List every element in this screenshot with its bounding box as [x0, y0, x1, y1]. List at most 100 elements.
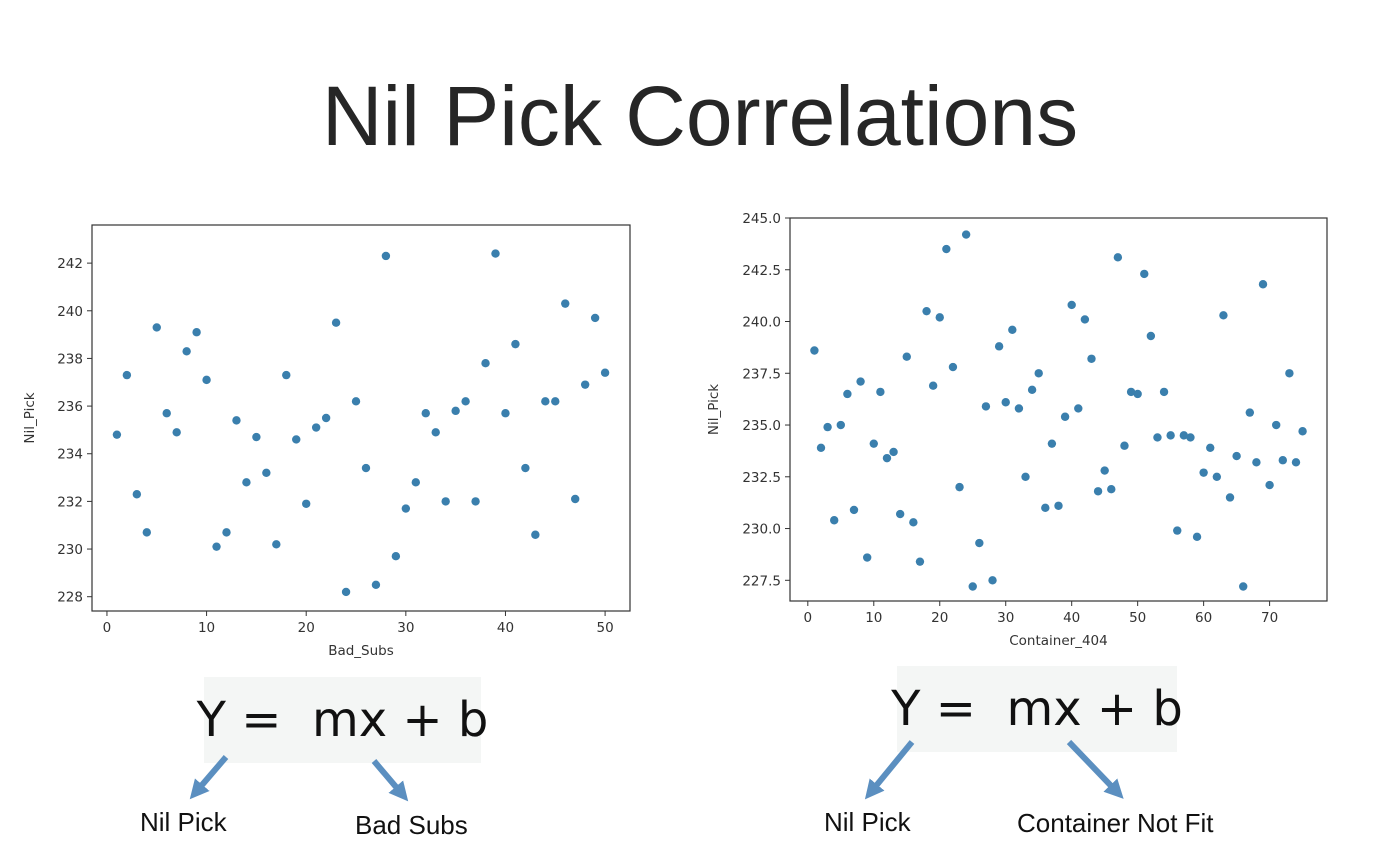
data-point: [843, 389, 852, 399]
data-point: [1093, 487, 1103, 496]
data-point: [1074, 404, 1083, 413]
data-point: [511, 339, 520, 349]
x-tick-label: 40: [497, 620, 514, 636]
data-point: [531, 530, 540, 539]
label-bad-subs: Bad Subs: [355, 810, 468, 840]
y-tick-label: 242.5: [742, 263, 781, 279]
data-point: [431, 428, 440, 437]
data-point: [1140, 269, 1149, 279]
data-point: [935, 313, 944, 322]
data-point: [961, 230, 971, 239]
y-tick-label: 230: [57, 542, 83, 558]
data-point: [142, 528, 151, 537]
label-container-not-fit: Container Not Fit: [1017, 808, 1214, 838]
data-point: [1232, 451, 1241, 461]
scatter-plot-container-404: 0 10 20 30 40 50 60 70 227.5 230.0 232.5 235.0 237.5…: [706, 211, 1328, 649]
data-point: [849, 505, 859, 515]
data-point: [1179, 431, 1189, 440]
data-point: [600, 368, 610, 377]
y-tick-label: 240: [57, 304, 83, 320]
formula-box-left: Y = mx + b: [197, 677, 488, 763]
data-point: [1120, 441, 1129, 450]
data-point: [590, 313, 600, 323]
data-point: [1225, 493, 1235, 502]
data-point: [1014, 404, 1024, 413]
data-point: [481, 358, 490, 368]
data-point: [182, 347, 191, 356]
data-point: [1034, 369, 1043, 378]
x-axis-label: Container_404: [1009, 633, 1108, 649]
data-point: [922, 306, 931, 316]
x-tick-label: 50: [1129, 610, 1146, 626]
data-point: [1199, 468, 1208, 477]
data-point: [1166, 431, 1175, 440]
y-tick-label: 232: [57, 494, 83, 510]
data-point: [132, 490, 142, 499]
data-point: [1159, 387, 1169, 397]
data-point: [1146, 331, 1156, 341]
data-point: [1126, 387, 1136, 397]
data-point: [1054, 501, 1063, 510]
data-point: [152, 323, 161, 332]
x-tick-label: 20: [931, 610, 948, 626]
data-point: [571, 494, 580, 504]
x-tick-label: 60: [1195, 610, 1212, 626]
data-point: [1245, 408, 1255, 417]
data-point: [1212, 472, 1222, 481]
data-point: [361, 463, 371, 473]
formula-text: Y = mx + b: [196, 692, 489, 748]
x-tick-label: 0: [804, 610, 813, 626]
y-tick-label: 238: [57, 351, 83, 367]
data-point: [351, 397, 361, 406]
data-point: [162, 409, 171, 418]
x-tick-label: 30: [397, 620, 414, 636]
data-point: [521, 463, 530, 473]
data-point: [1087, 354, 1096, 363]
data-point: [994, 342, 1004, 351]
data-point: [252, 432, 261, 442]
data-point: [981, 402, 991, 411]
plot-frame: [789, 217, 1328, 602]
data-point: [451, 406, 460, 416]
data-point: [1206, 443, 1215, 452]
data-point: [202, 375, 211, 385]
data-point: [836, 420, 845, 430]
data-point: [551, 397, 560, 406]
data-point: [341, 587, 351, 597]
data-point: [441, 497, 450, 506]
data-point: [1285, 369, 1294, 378]
data-point: [1258, 280, 1268, 289]
data-point: [1100, 466, 1109, 475]
data-point: [222, 528, 231, 537]
data-point: [1192, 532, 1202, 542]
data-point: [830, 516, 839, 525]
data-point: [942, 244, 951, 254]
data-point: [371, 580, 381, 589]
y-tick-label: 232.5: [742, 470, 781, 486]
data-point: [1252, 458, 1261, 467]
data-point: [401, 504, 411, 513]
y-tick-label: 227.5: [742, 573, 781, 589]
data-point: [282, 370, 291, 380]
data-point: [471, 497, 480, 506]
data-point: [112, 430, 122, 439]
x-tick-label: 30: [997, 610, 1014, 626]
data-point: [1021, 472, 1030, 481]
data-point: [1239, 582, 1248, 591]
x-tick-label: 10: [198, 620, 215, 636]
data-point: [411, 478, 420, 487]
data-point: [1027, 385, 1037, 395]
slide-title: Nil Pick Correlations: [321, 69, 1079, 163]
data-point: [1219, 311, 1228, 320]
data-point: [1173, 526, 1182, 535]
y-tick-label: 235.0: [742, 418, 781, 434]
data-point: [1067, 300, 1076, 310]
data-point: [968, 582, 977, 591]
x-tick-label: 10: [865, 610, 882, 626]
y-tick-label: 237.5: [742, 366, 781, 382]
data-point: [122, 370, 132, 380]
data-point: [1060, 412, 1070, 421]
data-point: [501, 409, 510, 418]
data-point: [889, 447, 898, 457]
